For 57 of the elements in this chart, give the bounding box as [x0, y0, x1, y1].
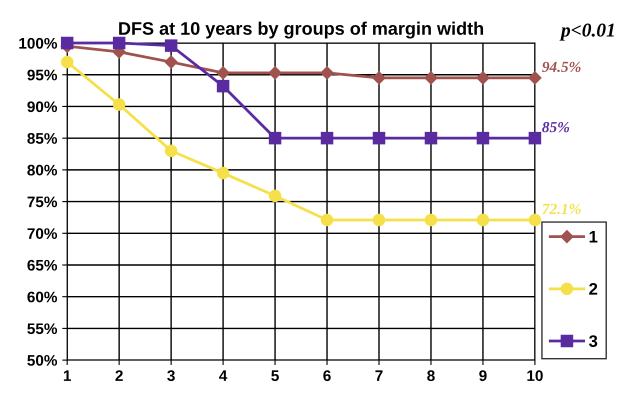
text: 94.5%: [542, 62, 581, 72]
point: [476, 71, 490, 85]
x-tick-label: 7: [375, 370, 383, 381]
point: [320, 66, 334, 80]
x-tick-label: 2: [115, 370, 123, 381]
legend-label: 3: [588, 335, 598, 348]
legend-label: 2: [589, 283, 598, 295]
point: [424, 214, 438, 226]
chart-title: DFS at 10 years by groups of margin width: [119, 22, 484, 39]
text: 85%: [542, 122, 570, 132]
y-tick-label: 85%: [27, 133, 58, 144]
point: [164, 39, 178, 52]
point: [476, 214, 490, 226]
y-tick-label: 65%: [27, 260, 58, 271]
point: [528, 214, 542, 226]
point: [320, 214, 334, 226]
point: [424, 71, 438, 85]
x-tick-label: 4: [219, 370, 228, 381]
legend-label: 1: [590, 231, 598, 242]
y-tick-label: 60%: [27, 292, 58, 302]
y-tick-label: 70%: [28, 228, 58, 239]
y-tick-label: 90%: [27, 101, 58, 112]
text: p<0.01: [560, 24, 614, 41]
point: [372, 71, 386, 85]
point: [476, 132, 490, 144]
point: [216, 66, 230, 80]
point: [164, 55, 178, 69]
point: [268, 132, 282, 144]
y-tick-label: 75%: [28, 196, 58, 208]
x-tick-label: 5: [271, 370, 279, 382]
x-tick-label: 1: [64, 370, 71, 381]
point: [112, 98, 126, 111]
point: [268, 66, 282, 80]
y-tick-label: 55%: [27, 323, 58, 334]
point: [60, 56, 74, 68]
point: [268, 190, 282, 202]
point: [216, 80, 230, 92]
point: [528, 71, 542, 85]
y-tick-label: 95%: [27, 70, 58, 80]
text: 72.1%: [542, 204, 581, 214]
x-tick-label: 3: [167, 370, 175, 382]
point: [164, 144, 178, 158]
point: [320, 132, 334, 144]
point: [528, 132, 542, 144]
point: [372, 214, 386, 226]
point: [424, 132, 438, 144]
y-tick-label: 50%: [27, 354, 58, 366]
y-tick-label: 80%: [27, 164, 58, 176]
point: [60, 36, 74, 50]
point: [372, 132, 386, 144]
x-tick-label: 8: [427, 370, 435, 382]
point: [112, 36, 126, 50]
x-tick-label: 9: [479, 370, 487, 382]
x-tick-label: 10: [527, 370, 543, 382]
x-tick-label: 6: [323, 370, 331, 382]
point: [216, 166, 230, 180]
y-tick-label: 100%: [19, 38, 58, 49]
